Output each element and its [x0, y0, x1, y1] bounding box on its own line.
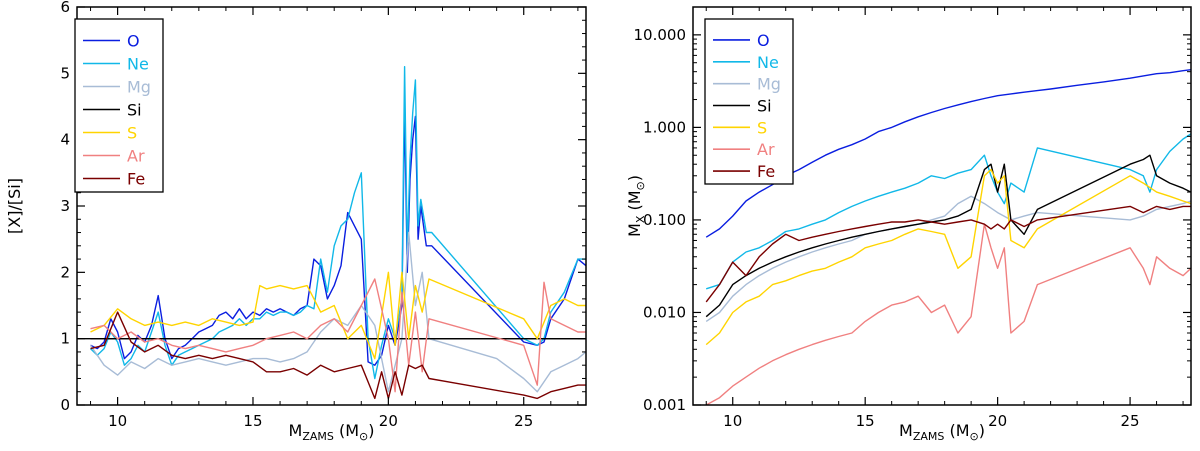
- left-series-group: [77, 65, 586, 400]
- legend-label-o: O: [127, 32, 140, 51]
- legend-label-mg: Mg: [127, 78, 151, 97]
- x-tick-label: 15: [856, 412, 875, 430]
- left-x-label-sub: ZAMS: [302, 430, 334, 443]
- left-x-label-sun: ⊙: [359, 430, 368, 443]
- legend-label-o: O: [757, 31, 770, 50]
- right-x-label-main: M: [899, 421, 913, 440]
- y-tick-label: 6: [60, 0, 70, 16]
- x-tick-label: 15: [243, 412, 262, 430]
- left-x-axis-label: MZAMS (M⊙): [289, 421, 375, 443]
- right-x-label-unit-close: ): [979, 421, 985, 440]
- y-tick-label: 1: [60, 330, 70, 348]
- right-series-group: [705, 69, 1191, 405]
- legend-label-ne: Ne: [127, 55, 149, 74]
- legend-label-si: Si: [757, 97, 772, 116]
- right-x-label-sun: ⊙: [970, 430, 979, 443]
- y-tick-label: 3: [60, 197, 70, 215]
- series-clip: [77, 65, 586, 400]
- series-line-mg: [89, 231, 586, 393]
- x-tick-label: 25: [1121, 412, 1140, 430]
- left-x-label-unit: (M: [334, 421, 359, 440]
- x-tick-label: 25: [514, 412, 533, 430]
- legend-label-ne: Ne: [757, 53, 779, 72]
- right-y-label-sub: X: [634, 215, 647, 223]
- legend-label-fe: Fe: [757, 162, 775, 181]
- right-y-axis-label: MX (M⊙): [625, 175, 647, 237]
- series-line-s: [90, 271, 586, 360]
- series-clip: [705, 69, 1191, 405]
- x-tick-label: 20: [379, 412, 398, 430]
- left-plot-frame: [76, 6, 587, 406]
- x-tick-label: 10: [108, 412, 127, 430]
- legend-label-ar: Ar: [127, 147, 145, 166]
- right-y-label-unit-close: ): [625, 175, 644, 181]
- y-tick-label: 0.001: [643, 396, 686, 414]
- series-line-s: [705, 168, 1191, 346]
- right-y-label-unit: (M: [625, 190, 644, 215]
- y-tick-label: 2: [60, 263, 70, 281]
- right-legend: O Ne Mg Si S Ar Fe: [704, 18, 794, 185]
- y-tick-label: 10.000: [634, 26, 687, 44]
- y-tick-label: 0.100: [643, 211, 686, 229]
- y-tick-label: 4: [60, 131, 70, 149]
- legend-label-si: Si: [127, 101, 142, 120]
- legend-box: [704, 18, 794, 185]
- right-x-label-sub: ZAMS: [913, 430, 945, 443]
- x-tick-label: 20: [988, 412, 1007, 430]
- y-tick-label: 0.010: [643, 303, 686, 321]
- right-plot-frame: [692, 6, 1192, 406]
- series-line-fe: [705, 205, 1191, 303]
- right-x-axis-label: MZAMS (M⊙): [899, 421, 985, 443]
- y-tick-label: 0: [60, 396, 70, 414]
- legend-box: [74, 18, 164, 193]
- y-tick-label: 1.000: [643, 118, 686, 136]
- y-tick-label: 5: [60, 64, 70, 82]
- left-x-label-main: M: [289, 421, 303, 440]
- left-y-axis-label: [X]/[Si]: [5, 178, 24, 234]
- left-x-label-unit-close: ): [368, 421, 374, 440]
- series-line-ne: [90, 65, 586, 380]
- legend-label-s: S: [127, 124, 137, 143]
- right-y-label-main: M: [625, 223, 644, 237]
- right-x-label-unit: (M: [944, 421, 969, 440]
- series-line-ar: [705, 223, 1191, 405]
- legend-label-s: S: [757, 118, 767, 137]
- legend-label-fe: Fe: [127, 170, 145, 189]
- series-line-ar: [90, 278, 586, 393]
- left-legend: O Ne Mg Si S Ar Fe: [74, 18, 164, 193]
- series-line-fe: [90, 311, 586, 400]
- chart-right: 10 15 20 25 0.001 0.010 0.100 1.000 10.000 O Ne Mg…: [625, 6, 1192, 443]
- series-line-ne: [705, 133, 1191, 290]
- legend-label-ar: Ar: [757, 140, 775, 159]
- right-y-label-sun: ⊙: [634, 181, 647, 190]
- chart-left: 10 15 20 25 0 1 2 3 4 5 6 O Ne Mg Si S Ar Fe [X]/[Si] MZ…: [5, 0, 587, 443]
- x-tick-label: 10: [723, 412, 742, 430]
- legend-label-mg: Mg: [757, 75, 781, 94]
